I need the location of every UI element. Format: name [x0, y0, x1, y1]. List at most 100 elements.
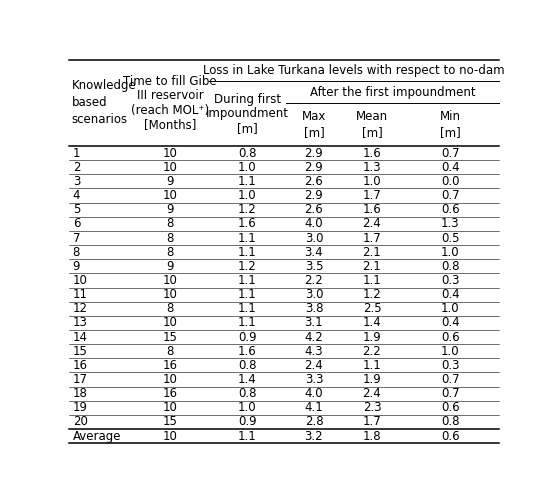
Text: 18: 18 — [73, 387, 88, 400]
Text: 1.7: 1.7 — [362, 232, 381, 245]
Text: 10: 10 — [163, 146, 178, 160]
Text: 0.6: 0.6 — [441, 331, 460, 344]
Text: 16: 16 — [163, 387, 178, 400]
Text: Knowledge
based
scenarios: Knowledge based scenarios — [71, 79, 136, 126]
Text: 2.4: 2.4 — [362, 217, 381, 231]
Text: 3.0: 3.0 — [305, 288, 323, 301]
Text: 10: 10 — [73, 274, 88, 287]
Text: 1.6: 1.6 — [238, 217, 257, 231]
Text: 15: 15 — [163, 331, 178, 344]
Text: 1.1: 1.1 — [238, 246, 257, 258]
Text: 2.6: 2.6 — [305, 203, 324, 216]
Text: 1.1: 1.1 — [238, 430, 257, 443]
Text: 1.0: 1.0 — [238, 401, 257, 414]
Text: 0.8: 0.8 — [441, 260, 460, 273]
Text: 1: 1 — [73, 146, 80, 160]
Text: [m]: [m] — [237, 122, 258, 135]
Text: 3.4: 3.4 — [305, 246, 324, 258]
Text: 2.1: 2.1 — [362, 246, 381, 258]
Text: 3.8: 3.8 — [305, 302, 323, 315]
Text: Min
[m]: Min [m] — [440, 110, 461, 139]
Text: After the first impoundment: After the first impoundment — [310, 86, 475, 99]
Text: 1.3: 1.3 — [363, 161, 381, 174]
Text: 1.2: 1.2 — [238, 260, 257, 273]
Text: 1.4: 1.4 — [238, 373, 257, 386]
Text: 2.2: 2.2 — [362, 345, 381, 358]
Text: 1.1: 1.1 — [238, 274, 257, 287]
Text: 8: 8 — [166, 302, 174, 315]
Text: 13: 13 — [73, 316, 88, 330]
Text: 1.0: 1.0 — [363, 175, 381, 188]
Text: 8: 8 — [166, 232, 174, 245]
Text: 2.9: 2.9 — [305, 189, 324, 202]
Text: 2.4: 2.4 — [305, 359, 324, 372]
Text: 0.5: 0.5 — [441, 232, 460, 245]
Text: 3: 3 — [73, 175, 80, 188]
Text: 10: 10 — [163, 373, 178, 386]
Text: 0.7: 0.7 — [441, 373, 460, 386]
Text: 0.9: 0.9 — [238, 331, 257, 344]
Text: 3.5: 3.5 — [305, 260, 323, 273]
Text: [Months]: [Months] — [144, 118, 196, 131]
Text: Loss in Lake Turkana levels with respect to no-dam: Loss in Lake Turkana levels with respect… — [203, 64, 505, 77]
Text: 15: 15 — [163, 415, 178, 428]
Text: 3.2: 3.2 — [305, 430, 324, 443]
Text: 0.3: 0.3 — [441, 274, 460, 287]
Text: 9: 9 — [73, 260, 80, 273]
Text: 3.0: 3.0 — [305, 232, 323, 245]
Text: 4.3: 4.3 — [305, 345, 324, 358]
Text: 1.0: 1.0 — [441, 302, 460, 315]
Text: 2.9: 2.9 — [305, 146, 324, 160]
Text: 2.5: 2.5 — [363, 302, 381, 315]
Text: 1.0: 1.0 — [441, 246, 460, 258]
Text: 1.7: 1.7 — [362, 415, 381, 428]
Text: 0.6: 0.6 — [441, 430, 460, 443]
Text: 10: 10 — [163, 401, 178, 414]
Text: 10: 10 — [163, 430, 178, 443]
Text: 16: 16 — [73, 359, 88, 372]
Text: 8: 8 — [166, 246, 174, 258]
Text: 2.1: 2.1 — [362, 260, 381, 273]
Text: 11: 11 — [73, 288, 88, 301]
Text: 1.1: 1.1 — [238, 302, 257, 315]
Text: 7: 7 — [73, 232, 80, 245]
Text: 1.6: 1.6 — [362, 203, 381, 216]
Text: 0.6: 0.6 — [441, 203, 460, 216]
Text: 2.8: 2.8 — [305, 415, 324, 428]
Text: 8: 8 — [166, 345, 174, 358]
Text: 9: 9 — [166, 203, 174, 216]
Text: 1.9: 1.9 — [362, 373, 381, 386]
Text: 1.7: 1.7 — [362, 189, 381, 202]
Text: 0.8: 0.8 — [238, 146, 257, 160]
Text: 1.1: 1.1 — [238, 175, 257, 188]
Text: 0.9: 0.9 — [238, 415, 257, 428]
Text: 6: 6 — [73, 217, 80, 231]
Text: 4.1: 4.1 — [305, 401, 324, 414]
Text: 0.7: 0.7 — [441, 146, 460, 160]
Text: 4.0: 4.0 — [305, 217, 324, 231]
Text: 5: 5 — [73, 203, 80, 216]
Text: 15: 15 — [73, 345, 88, 358]
Text: 12: 12 — [73, 302, 88, 315]
Text: impoundment: impoundment — [206, 107, 289, 120]
Text: 10: 10 — [163, 274, 178, 287]
Text: 0.8: 0.8 — [441, 415, 460, 428]
Text: 1.1: 1.1 — [238, 288, 257, 301]
Text: 9: 9 — [166, 175, 174, 188]
Text: 0.0: 0.0 — [441, 175, 460, 188]
Text: 14: 14 — [73, 331, 88, 344]
Text: 2.9: 2.9 — [305, 161, 324, 174]
Text: 0.7: 0.7 — [441, 387, 460, 400]
Text: 1.6: 1.6 — [362, 146, 381, 160]
Text: 17: 17 — [73, 373, 88, 386]
Text: 10: 10 — [163, 288, 178, 301]
Text: 1.4: 1.4 — [362, 316, 381, 330]
Text: 2: 2 — [73, 161, 80, 174]
Text: (reach MOL⁺): (reach MOL⁺) — [131, 104, 209, 117]
Text: 1.0: 1.0 — [441, 345, 460, 358]
Text: 3.3: 3.3 — [305, 373, 323, 386]
Text: 0.6: 0.6 — [441, 401, 460, 414]
Text: III reservoir: III reservoir — [137, 89, 203, 102]
Text: Average: Average — [73, 430, 121, 443]
Text: 0.4: 0.4 — [441, 161, 460, 174]
